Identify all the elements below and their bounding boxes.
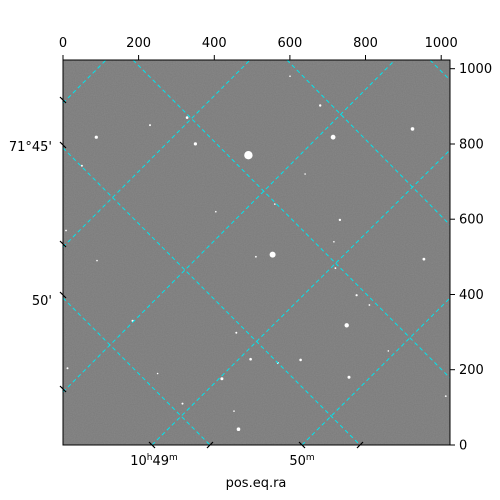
right-tick-label: 0 (459, 439, 467, 454)
star (94, 135, 98, 139)
right-tick-label: 200 (459, 363, 484, 378)
star (235, 331, 238, 334)
top-tick-label: 800 (353, 36, 378, 51)
star (410, 127, 415, 131)
star (215, 210, 217, 213)
star (65, 229, 67, 232)
dec-grid-line (286, 60, 450, 226)
star (368, 304, 371, 306)
star (334, 267, 337, 269)
star (185, 116, 189, 119)
star (181, 402, 184, 405)
top-tick-label: 0 (59, 36, 67, 51)
bottom-tick (148, 441, 156, 449)
ra-grid-line (63, 60, 251, 248)
star (236, 427, 241, 432)
dec-grid-line (63, 147, 361, 445)
star (244, 151, 253, 160)
coordinate-grid (63, 60, 450, 445)
star (422, 257, 426, 261)
star (444, 395, 447, 397)
star (156, 372, 159, 375)
star (80, 164, 83, 167)
bottom-tick (206, 441, 214, 449)
left-tick (59, 141, 67, 149)
bottom-tick (298, 441, 306, 449)
left-dec-tick-label: 50' (32, 294, 52, 309)
ra-grid-line (63, 60, 396, 393)
right-tick-label: 800 (459, 138, 484, 153)
ra-axis-title: pos.eq.ra (226, 476, 287, 491)
star (289, 75, 291, 77)
image-noise (63, 60, 450, 445)
left-dec-tick-label: 71°45' (9, 140, 52, 155)
right-tick-label: 1000 (459, 62, 492, 77)
stars-layer (65, 75, 447, 432)
right-pixel-axis: 0 200 400 600 800 1000 (450, 62, 492, 454)
ra-grid-line (63, 60, 107, 104)
top-tick-label: 600 (277, 36, 302, 51)
plot-frame (62, 59, 451, 446)
star (347, 375, 351, 379)
star (330, 134, 336, 140)
star (193, 142, 197, 146)
bottom-ra-axis: 10h49m 50m pos.eq.ra (130, 441, 364, 491)
star (220, 377, 224, 381)
star (66, 367, 69, 370)
star (304, 173, 306, 175)
star (344, 323, 349, 328)
dec-grid-line (429, 60, 450, 81)
right-tick-label: 600 (459, 213, 484, 228)
left-tick (59, 240, 67, 248)
star (299, 358, 302, 362)
left-dec-axis: 71°45' 50' (9, 96, 67, 393)
bottom-ra-tick-label: 10h49m (130, 453, 178, 469)
star (255, 255, 257, 258)
star (149, 124, 151, 127)
star (274, 203, 276, 205)
star (387, 350, 390, 352)
top-pixel-axis: 0 200 400 600 800 1000 (59, 36, 458, 60)
star (233, 410, 235, 412)
star (338, 218, 342, 222)
star (249, 357, 252, 361)
top-tick-label: 1000 (425, 36, 458, 51)
left-tick (59, 385, 67, 393)
left-tick (59, 291, 67, 299)
star (333, 241, 335, 243)
right-tick-label: 400 (459, 288, 484, 303)
star (269, 251, 276, 258)
top-tick-label: 200 (126, 36, 151, 51)
bottom-ra-tick-label: 50m (289, 453, 314, 469)
star (355, 294, 358, 297)
top-tick-label: 400 (202, 36, 227, 51)
bottom-tick (356, 441, 364, 449)
star (96, 259, 98, 262)
left-tick (59, 96, 67, 104)
star (319, 104, 322, 107)
dec-grid-line (132, 60, 450, 379)
